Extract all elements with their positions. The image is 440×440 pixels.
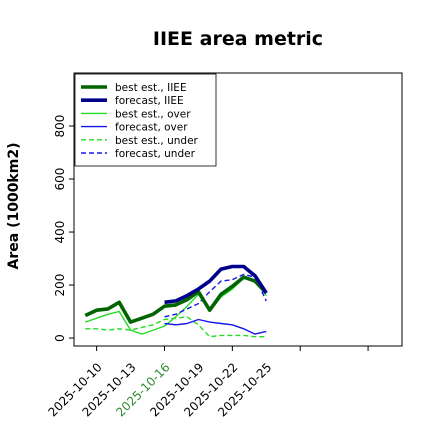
y-axis-label: Area (1000km2): [6, 143, 22, 270]
y-tick-label: 800: [53, 115, 67, 138]
series-line-forecast-over: [164, 318, 267, 335]
y-tick-label: 200: [53, 274, 67, 297]
legend-label: forecast, over: [115, 122, 188, 134]
legend-label: forecast, IIEE: [115, 95, 184, 107]
series-line-best-est-under: [85, 316, 267, 338]
y-tick-label: 400: [53, 221, 67, 244]
legend-label: forecast, under: [115, 148, 196, 160]
series-line-forecast-under: [164, 273, 267, 318]
legend-label: best est., under: [115, 135, 199, 147]
y-tick-label: 0: [53, 334, 67, 342]
plot-area: 02004006008002025-10-102025-10-132025-10…: [46, 72, 403, 419]
series-line-forecast-iiee: [164, 264, 268, 305]
chart-title: IIEE area metric: [153, 28, 323, 50]
legend-label: best est., IIEE: [115, 82, 187, 94]
legend-box: [74, 73, 217, 167]
y-tick-label: 600: [53, 168, 67, 191]
legend-label: best est., over: [115, 108, 191, 120]
plot-frame: [73, 72, 403, 347]
series-line-best-est-iiee: [84, 275, 268, 324]
